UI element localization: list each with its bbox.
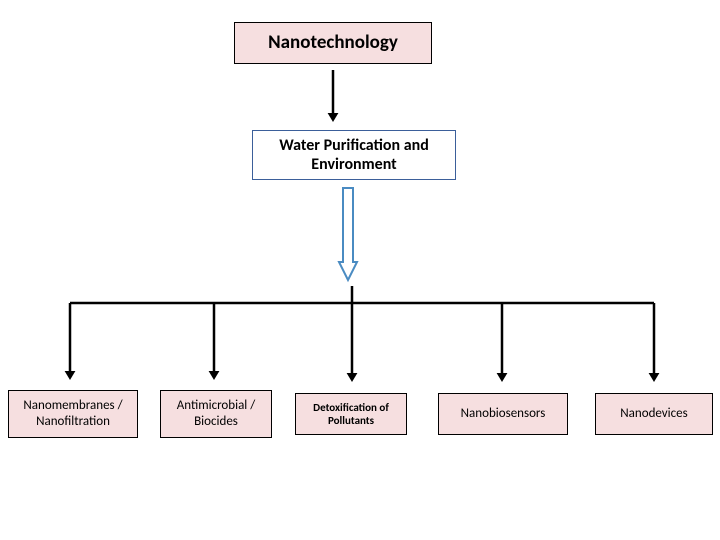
node-label: Nanobiosensors [461, 406, 546, 422]
node-nanomembranes: Nanomembranes / Nanofiltration [8, 390, 138, 438]
node-label: Nanotechnology [268, 32, 398, 55]
node-detoxification: Detoxification of Pollutants [295, 393, 407, 435]
node-label: Antimicrobial / Biocides [167, 398, 265, 429]
node-label: Nanomembranes / Nanofiltration [15, 398, 131, 429]
connector-layer [0, 0, 720, 540]
node-label: Water Purification and Environment [259, 136, 449, 174]
node-nanobiosensors: Nanobiosensors [438, 393, 568, 435]
node-nanodevices: Nanodevices [595, 393, 713, 435]
node-antimicrobial: Antimicrobial / Biocides [160, 390, 272, 438]
node-water-purification: Water Purification and Environment [252, 130, 456, 180]
node-label: Detoxification of Pollutants [302, 401, 400, 427]
node-label: Nanodevices [620, 406, 687, 422]
node-nanotechnology: Nanotechnology [234, 22, 432, 64]
